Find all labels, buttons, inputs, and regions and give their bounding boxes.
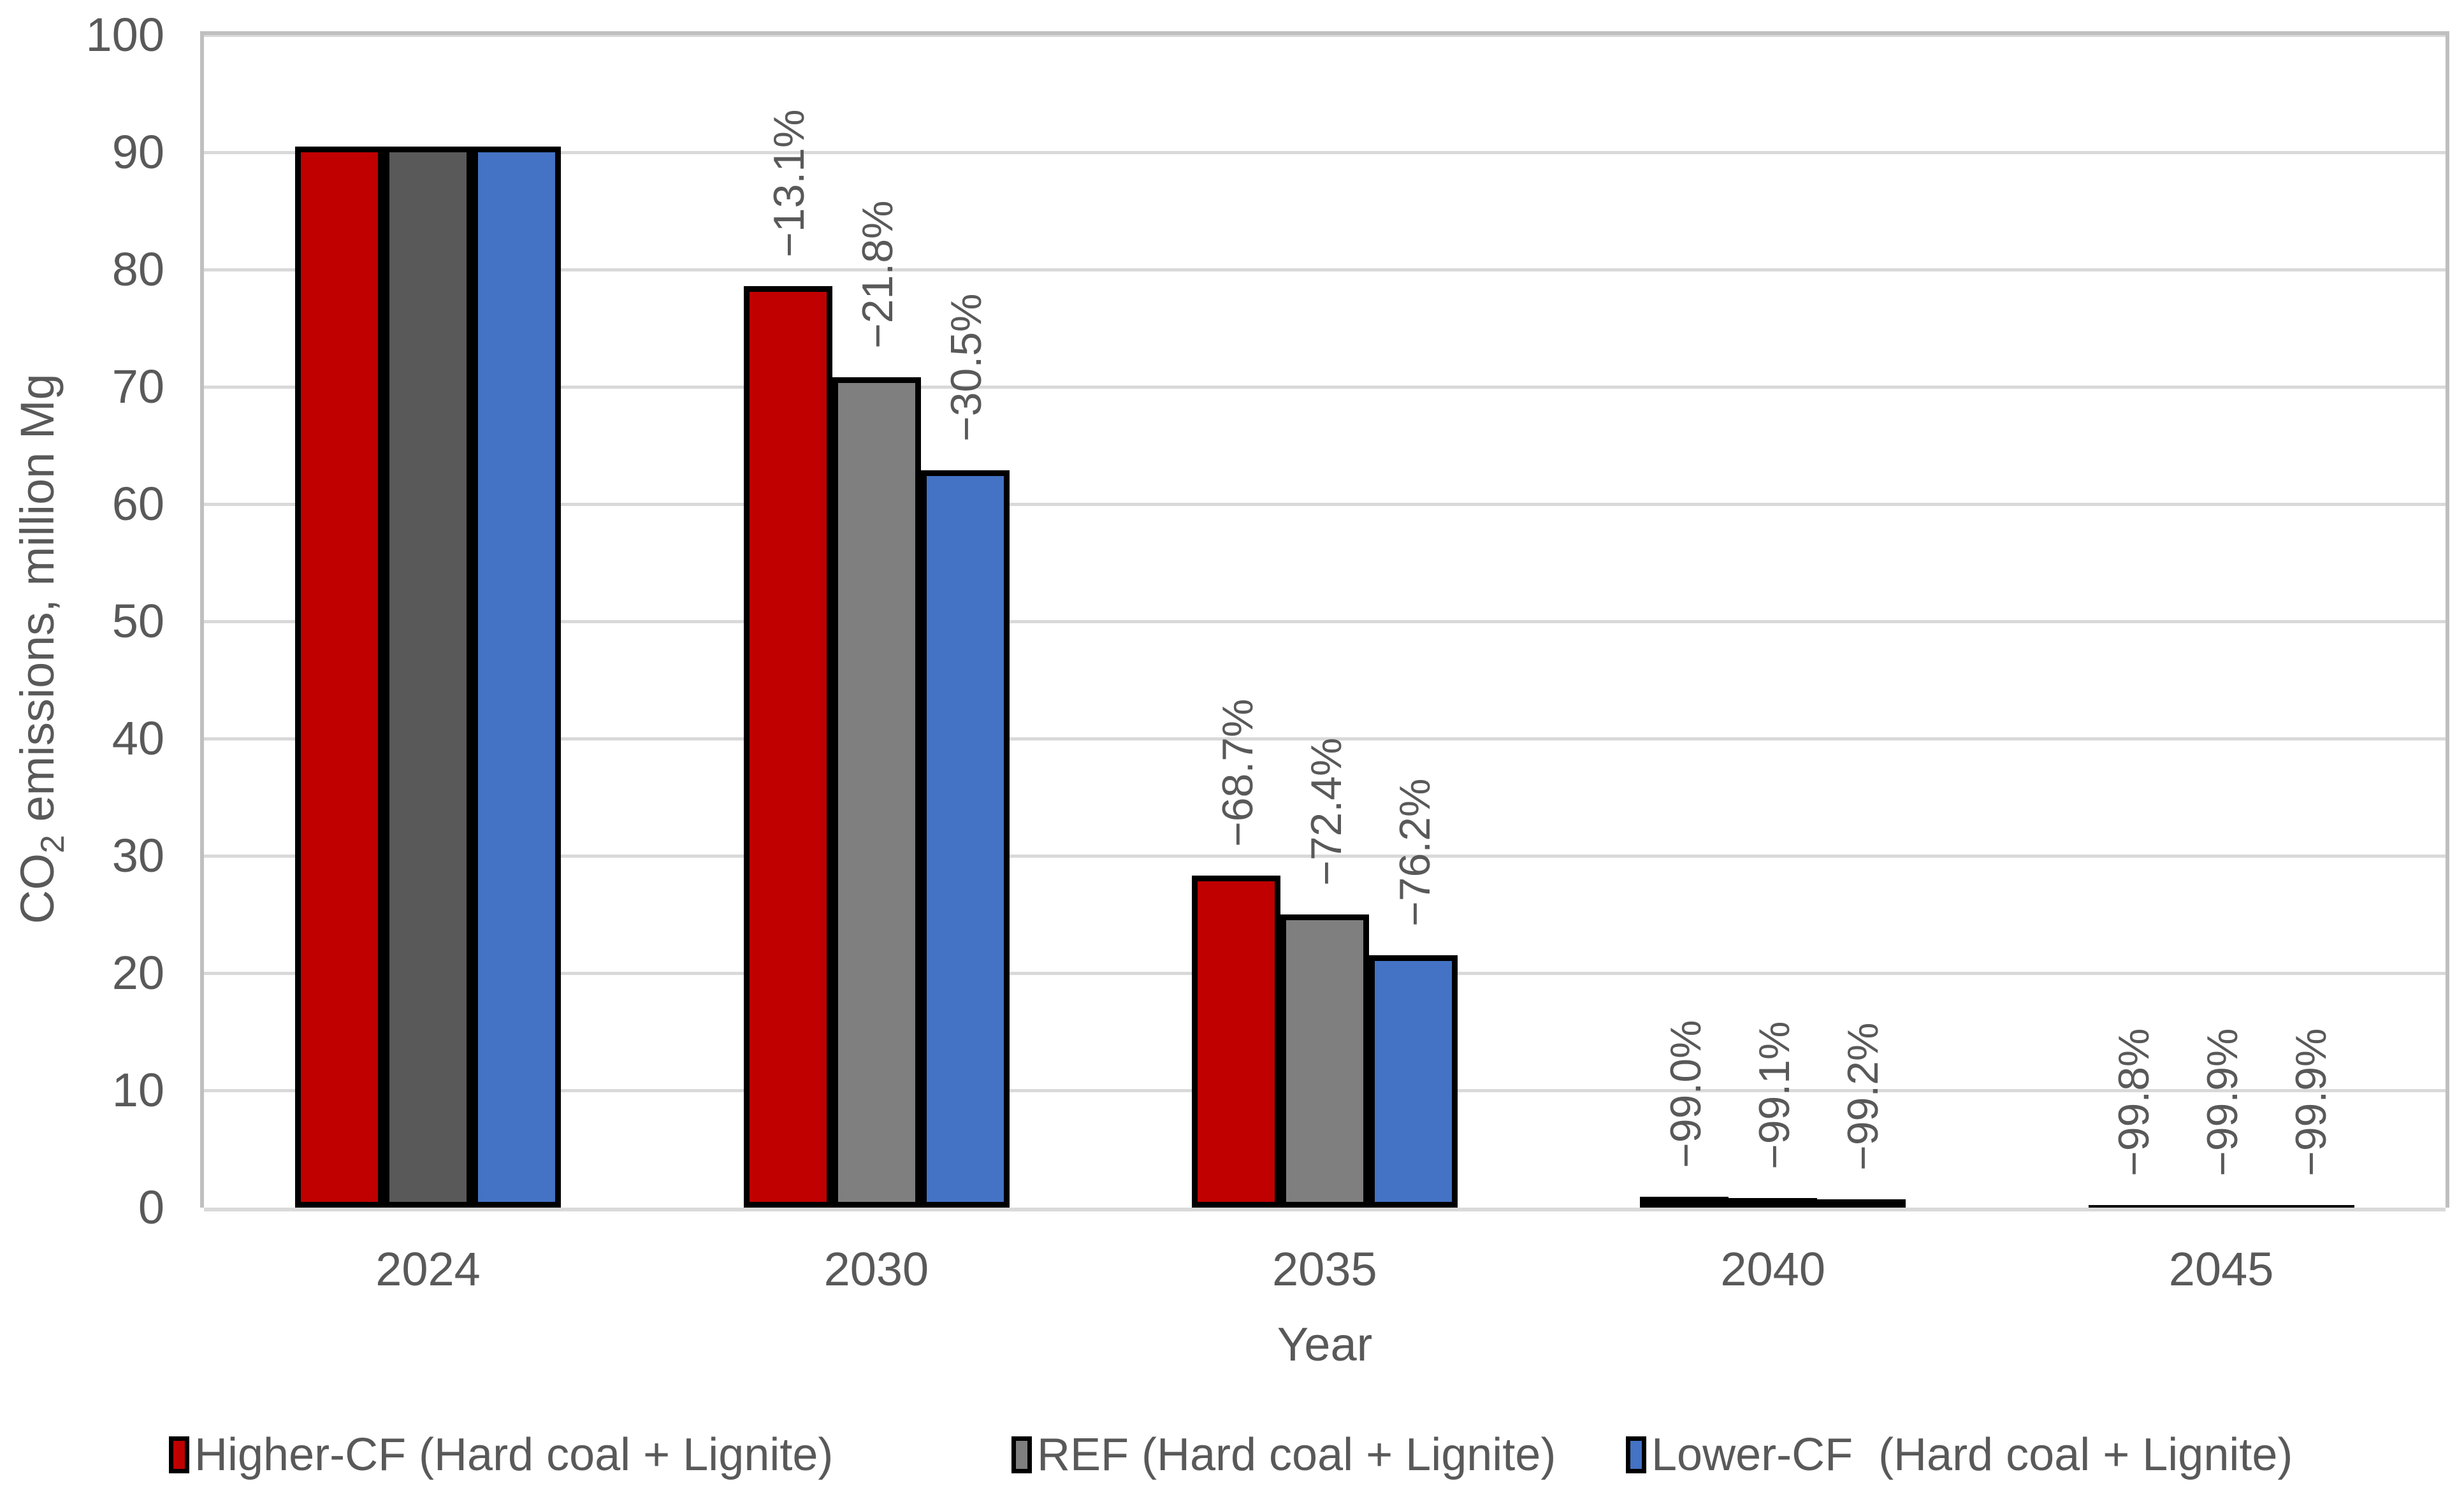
bar-2045-series3 [2266,1205,2354,1208]
bar-fill [927,476,1004,1202]
y-tick-label-90: 90 [112,126,164,178]
bar-2040-series1 [1640,1197,1728,1208]
y-tick-label-0: 0 [138,1181,164,1234]
y-tick-label-80: 80 [112,243,164,296]
y-tick-label-100: 100 [85,8,164,61]
legend-label-series3: Lower-CF (Hard coal + Lignite) [1651,1429,2293,1480]
legend-item-series2: REF (Hard coal + Lignite) [1011,1426,1556,1484]
legend-label-series2: REF (Hard coal + Lignite) [1037,1429,1556,1480]
bar-fill [301,152,378,1202]
bar-label-2035-series1: −68.7% [1214,698,1262,847]
bar-fill [750,292,827,1202]
bar-label-2040-series1: −99.0% [1662,1020,1710,1168]
x-axis-title: Year [1277,1318,1373,1371]
y-gridline-60 [204,503,2446,506]
y-gridline-30 [204,855,2446,858]
legend-swatch-fill [1630,1441,1642,1469]
bar-2040-series3 [1817,1199,1906,1208]
bar-label-2045-series1: −99.8% [2110,1028,2158,1176]
bar-2035-series3 [1369,955,1458,1208]
legend-swatch-fill [1016,1441,1027,1469]
legend-swatch-icon [169,1436,189,1473]
legend-item-series3: Lower-CF (Hard coal + Lignite) [1626,1426,2293,1484]
bar-label-2030-series2: −21.8% [853,200,902,349]
legend-item-series1: Higher-CF (Hard coal + Lignite) [169,1426,833,1484]
bar-2030-series1 [744,286,832,1208]
y-gridline-100 [204,34,2446,38]
legend-swatch-fill [173,1441,185,1469]
y-gridline-80 [204,268,2446,271]
x-tick-label-2035: 2035 [1272,1243,1377,1296]
y-gridline-50 [204,620,2446,623]
bar-label-2040-series3: −99.2% [1839,1022,1887,1171]
y-tick-label-40: 40 [112,712,164,765]
legend-label-series1: Higher-CF (Hard coal + Lignite) [194,1429,834,1480]
x-tick-label-2045: 2045 [2168,1243,2274,1296]
legend-swatch-icon [1626,1436,1646,1473]
bar-2024-series1 [295,147,384,1208]
bar-label-2040-series2: −99.1% [1750,1021,1799,1169]
y-tick-label-20: 20 [112,946,164,999]
legend: Higher-CF (Hard coal + Lignite) REF (Hard… [0,1426,2464,1484]
bar-label-2030-series1: −13.1% [765,109,813,257]
bar-2040-series2 [1728,1198,1817,1208]
y-tick-label-70: 70 [112,360,164,413]
bar-label-2045-series3: −99.9% [2287,1028,2335,1176]
bar-label-2035-series2: −72.4% [1302,737,1351,886]
bar-label-2045-series2: −99.9% [2198,1028,2247,1176]
y-tick-label-50: 50 [112,595,164,647]
bar-2024-series2 [384,147,472,1208]
y-tick-label-10: 10 [112,1064,164,1116]
bar-2030-series2 [832,377,921,1208]
bar-2024-series3 [472,147,561,1208]
x-tick-label-2024: 2024 [375,1243,481,1296]
bar-fill [1286,920,1363,1202]
bar-2045-series1 [2089,1205,2177,1208]
y-tick-label-60: 60 [112,477,164,530]
bar-fill [478,152,555,1202]
bar-2030-series3 [921,470,1010,1208]
bar-label-2030-series3: −30.5% [942,293,990,442]
y-tick-label-30: 30 [112,829,164,882]
y-gridline-0 [204,1208,2446,1211]
bar-fill [1375,961,1452,1202]
bar-label-2035-series3: −76.2% [1391,778,1439,927]
legend-swatch-icon [1011,1436,1032,1473]
bar-2035-series2 [1280,914,1369,1208]
y-gridline-40 [204,737,2446,740]
plot-area [200,31,2449,1211]
y-gridline-90 [204,151,2446,154]
bar-fill [389,152,467,1202]
x-tick-label-2040: 2040 [1720,1243,1825,1296]
y-gridline-70 [204,386,2446,389]
x-tick-label-2030: 2030 [823,1243,929,1296]
bar-fill [1198,881,1275,1202]
bar-2045-series2 [2177,1205,2266,1208]
bar-fill [838,383,915,1202]
bar-2035-series1 [1192,876,1280,1208]
